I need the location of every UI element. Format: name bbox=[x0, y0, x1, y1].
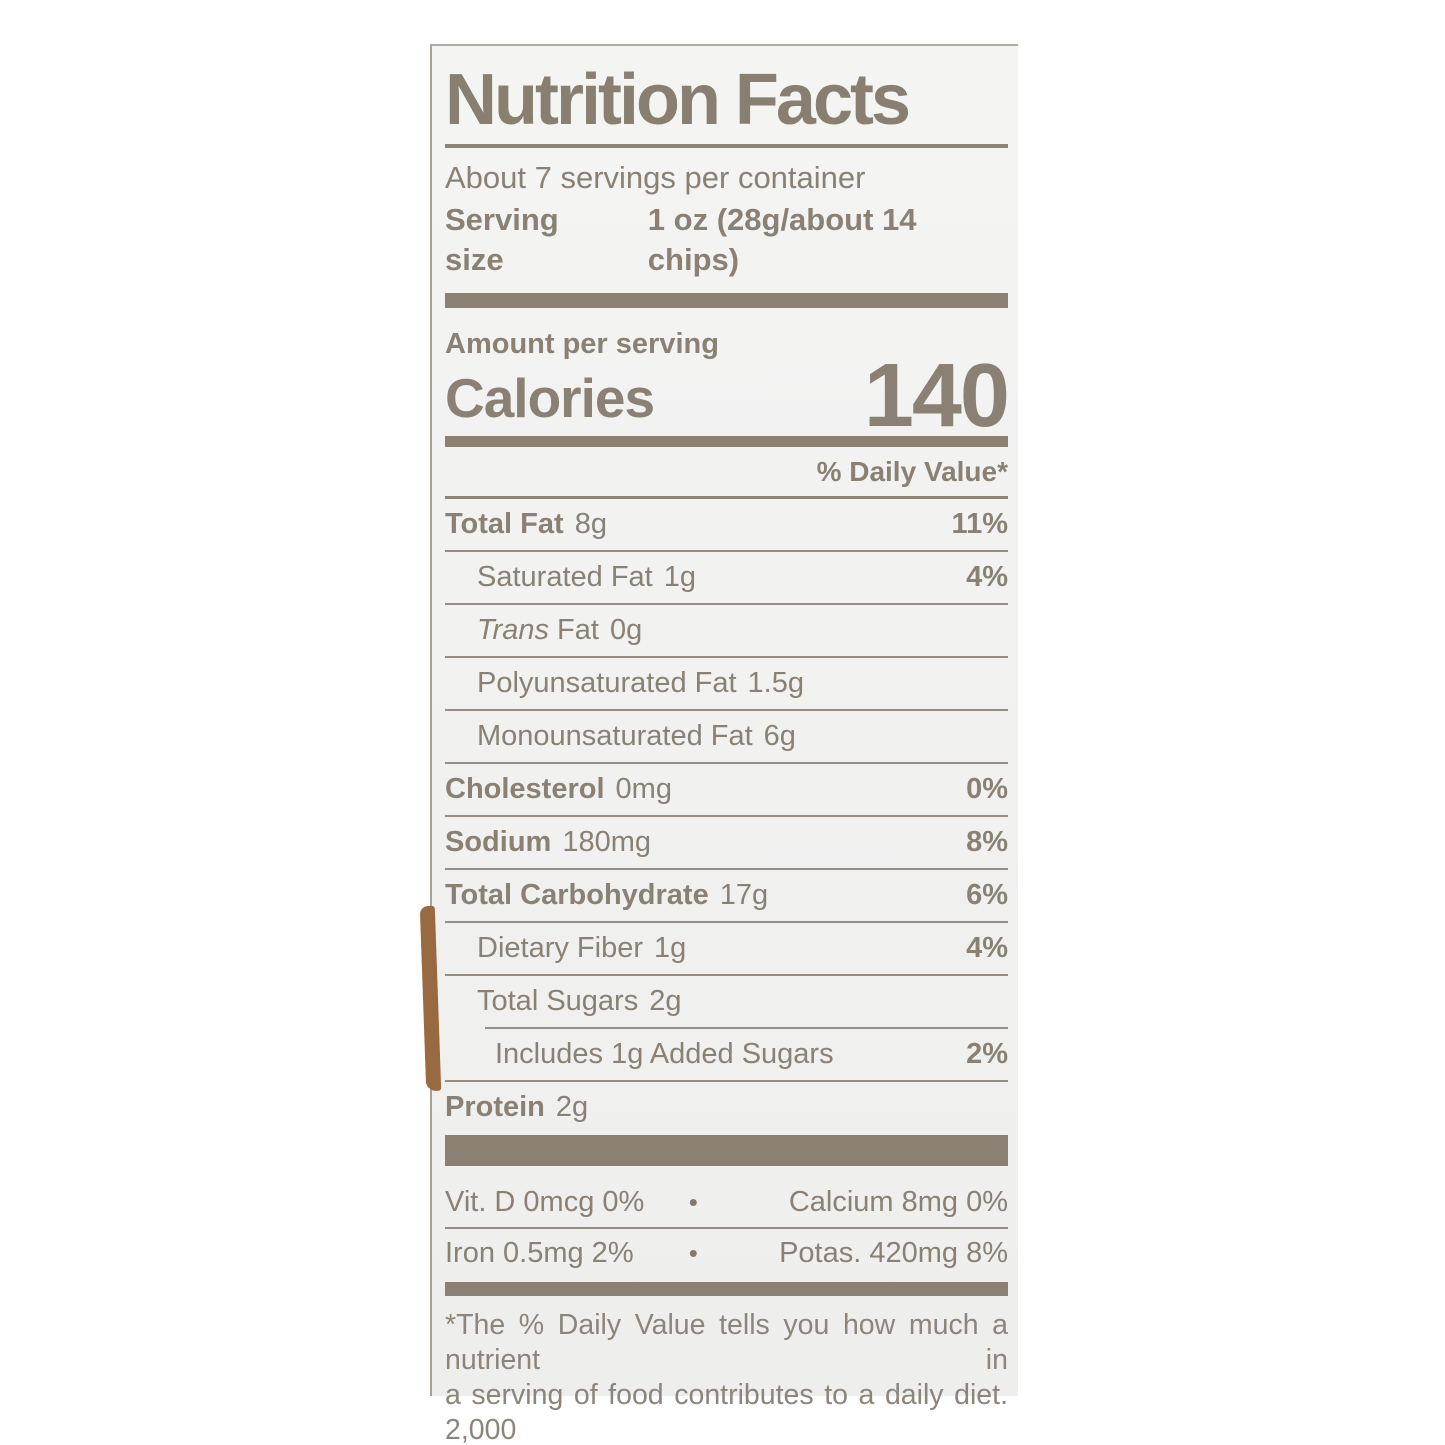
calories-label: Calories bbox=[445, 367, 655, 429]
nutrient-daily-value: 11% bbox=[951, 508, 1008, 540]
nutrient-amount: 2g bbox=[555, 1091, 589, 1123]
nutrient-name: Monounsaturated Fat 6g bbox=[477, 720, 796, 752]
row-separator bbox=[485, 1027, 1008, 1029]
micronutrient-rows: Vit. D 0mcg 0% • Calcium 8mg 0% Iron 0.5mg … bbox=[445, 1178, 1008, 1278]
daily-value-header: % Daily Value* bbox=[445, 447, 1008, 499]
nutrient-row: Sodium 180mg 8% bbox=[445, 817, 1008, 868]
nutrient-amount: 17g bbox=[719, 879, 769, 911]
nutrient-daily-value: 4% bbox=[966, 561, 1008, 593]
row-separator bbox=[445, 550, 1008, 552]
micronutrient-left: Iron 0.5mg 2% bbox=[445, 1237, 634, 1269]
micronutrient-left: Vit. D 0mcg 0% bbox=[445, 1186, 645, 1218]
row-separator bbox=[445, 762, 1008, 764]
nutrient-amount: 1g bbox=[654, 932, 687, 964]
row-separator bbox=[445, 815, 1008, 817]
package-edge-decoration bbox=[419, 905, 442, 1092]
micronutrient-row: Vit. D 0mcg 0% • Calcium 8mg 0% bbox=[445, 1178, 1008, 1227]
nutrient-daily-value: 2% bbox=[966, 1038, 1008, 1070]
bullet-separator: • bbox=[688, 1238, 698, 1268]
nutrient-name: Polyunsaturated Fat 1.5g bbox=[477, 667, 804, 699]
separator-bar-calories bbox=[445, 436, 1008, 447]
separator-bar-top bbox=[445, 293, 1008, 308]
nutrient-row: Polyunsaturated Fat 1.5g bbox=[445, 658, 1008, 709]
nutrient-row: Total Sugars 2g bbox=[445, 976, 1008, 1027]
row-separator bbox=[445, 974, 1008, 976]
amount-per-serving-label: Amount per serving bbox=[445, 328, 719, 360]
separator-bar-bottom bbox=[445, 1282, 1008, 1296]
nutrient-name: Dietary Fiber 1g bbox=[477, 932, 687, 964]
nutrient-amount: 0mg bbox=[615, 773, 672, 805]
nutrient-name: Cholesterol 0mg bbox=[445, 773, 672, 805]
nutrient-name: Sodium 180mg bbox=[445, 826, 652, 858]
nutrient-amount: 2g bbox=[649, 985, 682, 1017]
row-separator bbox=[445, 709, 1008, 711]
nutrient-row: Protein 2g bbox=[445, 1082, 1008, 1133]
calories-row: Calories 140 bbox=[445, 346, 1010, 446]
nutrient-amount: 6g bbox=[763, 720, 796, 752]
servings-per-container: About 7 servings per container bbox=[445, 160, 866, 195]
separator-bar-protein bbox=[445, 1135, 1008, 1166]
row-separator bbox=[445, 1080, 1008, 1082]
row-separator bbox=[445, 656, 1008, 658]
footnote-line: *The % Daily Value tells you how much a … bbox=[445, 1309, 1008, 1376]
nutrient-amount: 1.5g bbox=[747, 667, 804, 699]
nutrient-amount: 1g bbox=[663, 561, 696, 593]
nutrient-row: Monounsaturated Fat 6g bbox=[445, 711, 1008, 762]
nutrient-daily-value: 8% bbox=[966, 826, 1008, 858]
nutrient-amount: 0g bbox=[609, 614, 643, 646]
nutrient-row: Dietary Fiber 1g 4% bbox=[445, 923, 1008, 974]
calories-value: 140 bbox=[863, 346, 1010, 446]
micronutrient-row: Iron 0.5mg 2% • Potas. 420mg 8% bbox=[445, 1229, 1008, 1278]
nutrient-name: Total Carbohydrate 17g bbox=[445, 879, 769, 911]
nutrient-name: Protein 2g bbox=[445, 1091, 589, 1123]
bullet-separator: • bbox=[688, 1187, 698, 1217]
nutrient-name: Saturated Fat 1g bbox=[477, 561, 696, 593]
serving-size-label: Serving size bbox=[445, 202, 559, 277]
nutrient-daily-value: 6% bbox=[966, 879, 1008, 911]
row-separator bbox=[445, 603, 1008, 605]
nutrient-name: Includes 1g Added Sugars bbox=[495, 1038, 834, 1070]
nutrient-name: Total Sugars 2g bbox=[477, 985, 682, 1017]
title-rule bbox=[445, 144, 1008, 148]
micronutrient-right: Potas. 420mg 8% bbox=[779, 1237, 1008, 1269]
nutrient-row: Saturated Fat 1g 4% bbox=[445, 552, 1008, 603]
nutrient-daily-value: 0% bbox=[966, 773, 1008, 805]
nutrient-rows: Total Fat 8g 11% Saturated Fat 1g 4% Trans Fat… bbox=[445, 499, 1008, 1133]
nutrient-amount: 8g bbox=[574, 508, 607, 540]
nutrient-name: Trans Fat 0g bbox=[477, 614, 643, 646]
serving-size-row: Serving size 1 oz (28g/about 14 chips) bbox=[445, 200, 1008, 280]
row-separator bbox=[445, 921, 1008, 923]
micronutrient-right: Calcium 8mg 0% bbox=[788, 1186, 1008, 1218]
nutrient-row: Total Fat 8g 11% bbox=[445, 499, 1008, 550]
nutrient-daily-value: 4% bbox=[966, 932, 1008, 964]
footnote-line: a serving of food contributes to a daily… bbox=[445, 1379, 1008, 1445]
row-separator bbox=[445, 1227, 1008, 1229]
serving-size-value: 1 oz (28g/about 14 chips) bbox=[647, 202, 917, 277]
nutrient-name: Total Fat 8g bbox=[445, 508, 607, 540]
daily-value-footnote: *The % Daily Value tells you how much a … bbox=[445, 1308, 1008, 1445]
nutrient-row: Trans Fat 0g bbox=[445, 605, 1008, 656]
nutrition-facts-label: Nutrition Facts About 7 servings per con… bbox=[419, 44, 1018, 1445]
row-separator bbox=[445, 868, 1008, 870]
nutrient-row: Includes 1g Added Sugars 2% bbox=[445, 1029, 1008, 1080]
nutrient-row: Total Carbohydrate 17g 6% bbox=[445, 870, 1008, 921]
nutrient-row: Cholesterol 0mg 0% bbox=[445, 764, 1008, 815]
nutrition-facts-title: Nutrition Facts bbox=[445, 60, 911, 140]
nutrient-amount: 180mg bbox=[562, 826, 652, 858]
